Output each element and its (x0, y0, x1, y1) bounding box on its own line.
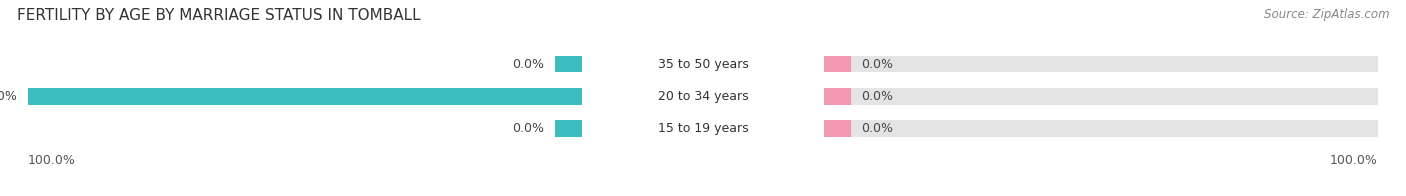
Text: 0.0%: 0.0% (862, 90, 894, 103)
Text: 0.0%: 0.0% (512, 122, 544, 135)
Text: 0.0%: 0.0% (512, 58, 544, 71)
Bar (824, 56, 1378, 73)
Bar (0, 88, 28, 105)
Text: Source: ZipAtlas.com: Source: ZipAtlas.com (1264, 8, 1389, 21)
Text: 15 to 19 years: 15 to 19 years (658, 122, 748, 135)
Bar (824, 120, 1378, 137)
Text: 0.0%: 0.0% (862, 58, 894, 71)
Text: 100.0%: 100.0% (0, 90, 18, 103)
Text: 100.0%: 100.0% (1330, 154, 1378, 167)
Bar (824, 120, 852, 137)
Bar (554, 56, 582, 73)
Text: 35 to 50 years: 35 to 50 years (658, 58, 748, 71)
Bar (824, 88, 852, 105)
Bar (554, 120, 582, 137)
Bar (0, 120, 28, 137)
Text: FERTILITY BY AGE BY MARRIAGE STATUS IN TOMBALL: FERTILITY BY AGE BY MARRIAGE STATUS IN T… (17, 8, 420, 23)
Bar (824, 56, 852, 73)
Bar (28, 88, 582, 105)
Text: 0.0%: 0.0% (862, 122, 894, 135)
Text: 20 to 34 years: 20 to 34 years (658, 90, 748, 103)
Bar (0, 56, 28, 73)
Bar (824, 88, 1378, 105)
Text: 100.0%: 100.0% (28, 154, 76, 167)
